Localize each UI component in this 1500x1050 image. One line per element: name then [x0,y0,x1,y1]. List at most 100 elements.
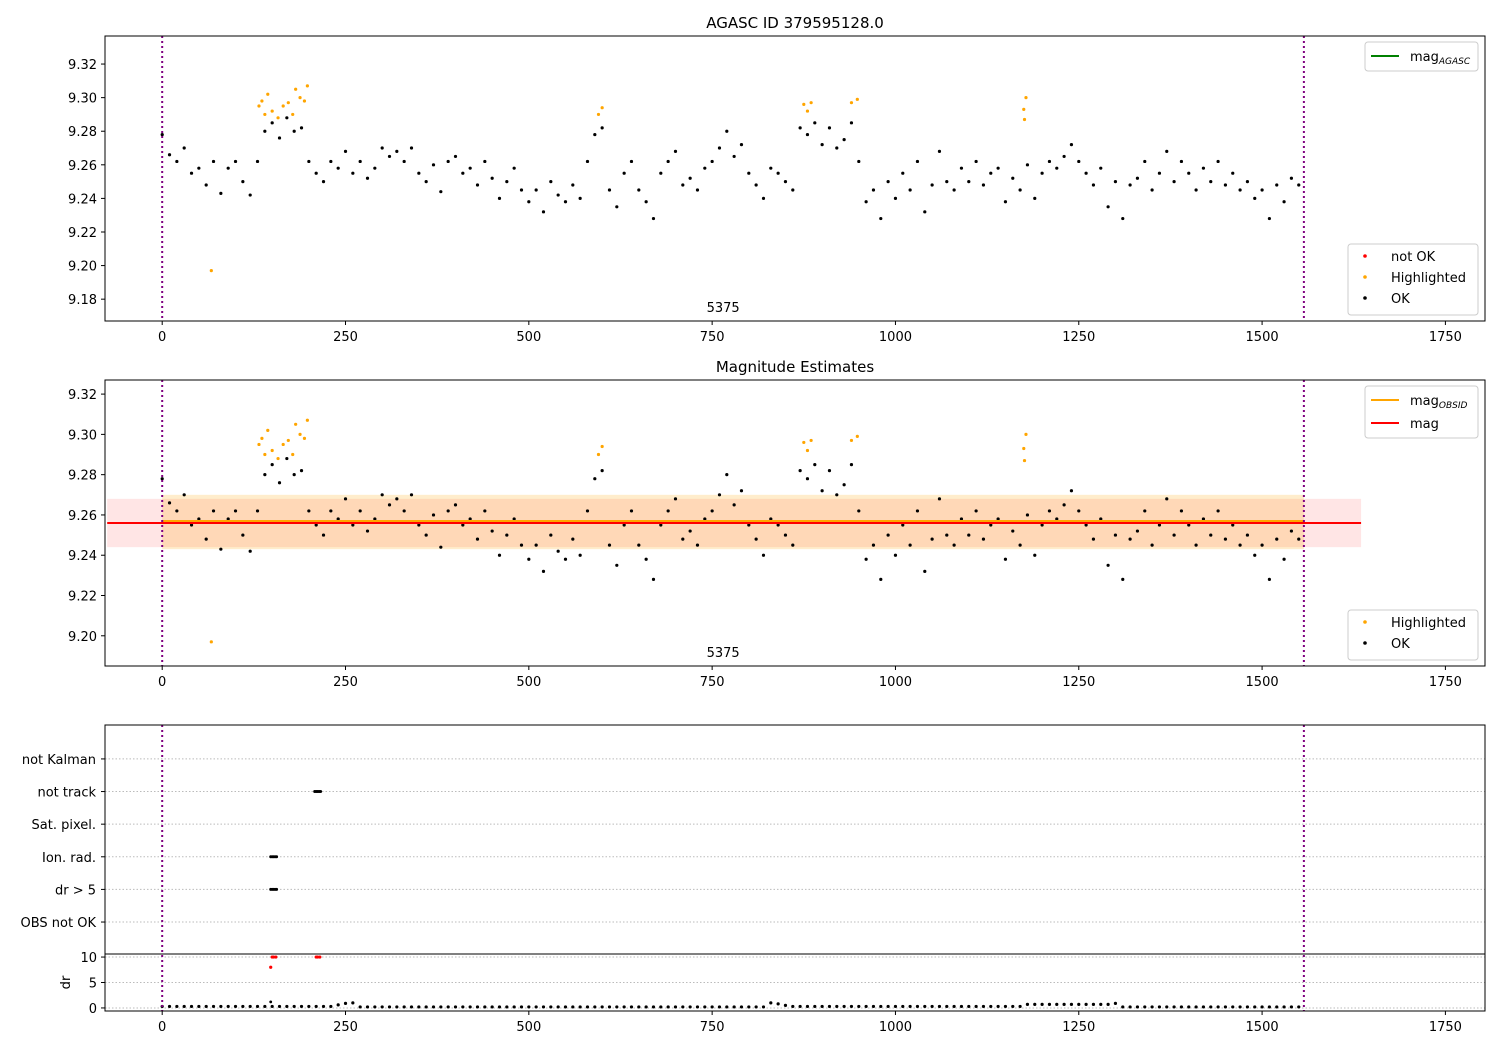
dr-point [387,1005,392,1009]
flags-panel-xtick-label: 1500 [1246,1020,1279,1035]
dr-point [666,1005,670,1009]
ok-point [783,180,788,184]
flag-point [275,887,279,891]
ok-point [893,553,898,557]
dr-point [343,1001,348,1005]
dr-point [1084,1002,1088,1006]
ok-point [270,462,274,467]
dr-point [439,1005,443,1009]
ok-point [703,517,707,521]
ok-point [1025,513,1030,517]
ok-point [835,146,839,150]
highlighted-point [209,269,213,273]
dr-point [989,1004,993,1009]
dr-point [835,1004,839,1009]
ok-point [211,509,216,513]
ok-point [769,166,773,170]
ok-point [263,129,267,133]
highlighted-point [1024,96,1028,100]
ok-point [761,553,766,557]
ok-point [629,509,634,513]
ok-point [387,503,392,507]
ok-point [945,533,949,537]
ok-point [519,188,524,192]
ok-point [747,523,751,527]
ok-point [739,489,744,493]
dr-point [967,1004,971,1009]
dr-point [490,1005,494,1009]
agasc-panel-points-legend: not OK Highlighted OK [1347,243,1479,316]
highlighted-point [802,102,806,106]
dr-point [1113,1001,1118,1005]
agasc-panel-ytick-label: 9.30 [68,92,97,107]
ok-point [248,193,252,197]
ok-point [1033,196,1037,201]
ok-point [358,159,362,164]
dr-point [1289,1005,1294,1009]
ok-point [1040,523,1044,527]
estimates-panel-axes-frame [104,379,1486,667]
ok-point [791,543,795,547]
dr-point [908,1004,912,1009]
ok-point [409,146,414,150]
dr-ytick-label: 5 [89,977,97,992]
dr-point [1297,1005,1301,1009]
dr-point [277,1004,282,1009]
ok-point [1289,529,1294,533]
ok-point [769,517,773,521]
dr-point [571,1005,575,1009]
legend-marker-ok [1363,641,1367,645]
ok-point [534,188,538,192]
ok-point [1018,543,1022,547]
ok-point [197,517,201,521]
ok-point [1179,509,1184,513]
dr-point [754,1005,758,1009]
dr-point [1172,1005,1176,1009]
dr-point [468,1005,472,1009]
highlighted-point [805,109,810,113]
ok-point [813,462,817,467]
ok-point [219,191,223,195]
ok-point [1282,557,1286,561]
highlighted-point [302,436,307,441]
dr-point [1025,1002,1030,1006]
ok-point [1267,216,1272,221]
dr-point [505,1005,509,1009]
ok-point [607,188,612,192]
dr-point [813,1004,817,1009]
dr-point [1069,1002,1074,1006]
dr-point [475,1005,480,1009]
highlighted-point [1022,107,1026,111]
ok-point [1260,543,1264,547]
ok-point [813,121,817,125]
agasc-panel-xtick-label: 1750 [1429,330,1462,345]
ok-point [424,533,428,537]
dr-point [431,1005,436,1009]
ok-point [1187,523,1191,527]
ok-point [776,171,780,175]
ok-point [167,153,172,157]
estimates-panel-points-legend: Highlighted OK [1347,609,1479,661]
dr-point [585,1005,590,1009]
highlighted-point [802,440,806,445]
dr-point [1157,1005,1162,1009]
dr-not-ok-point [272,955,276,959]
ok-point [1069,489,1074,493]
ok-point [666,159,670,164]
ok-point [446,159,450,164]
highlighted-point [260,99,264,103]
ok-point [1143,159,1147,164]
dr-point [380,1005,384,1009]
dr-point [937,1004,942,1009]
ok-point [527,557,531,561]
agasc-panel-title: AGASC ID 379595128.0 [706,14,884,32]
ok-point [996,517,1000,521]
ok-point [329,159,333,164]
estimates-panel-ytick-label: 9.26 [68,509,97,524]
dr-point [600,1005,604,1009]
agasc-panel-xtick-label: 1500 [1246,330,1279,345]
dr-point [182,1004,186,1009]
dr-point [204,1004,208,1009]
ok-point [1194,543,1198,547]
ok-point [343,497,348,501]
